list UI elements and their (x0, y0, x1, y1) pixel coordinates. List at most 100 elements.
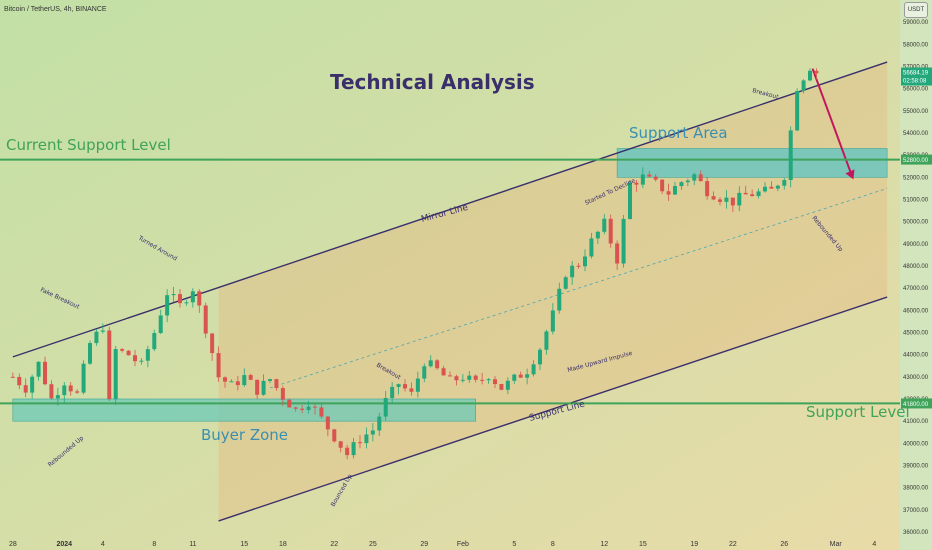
candle-body (351, 442, 356, 456)
candle-body (68, 385, 73, 392)
last-price-badge (901, 67, 932, 86)
candle-body (364, 434, 369, 444)
channel-midline (269, 188, 888, 389)
candle-body (634, 182, 639, 185)
price-axis-panel (900, 0, 932, 550)
x-tick-label: 12 (600, 541, 608, 548)
y-tick-label: 56000.00 (903, 87, 929, 93)
candle-body (216, 353, 221, 378)
candle-body (730, 197, 735, 206)
x-tick-label: 19 (690, 541, 698, 548)
y-tick-label: 48000.00 (903, 264, 929, 270)
candle-body (550, 310, 555, 332)
candle-body (325, 416, 330, 430)
candle-body (184, 302, 189, 304)
x-tick-label: 25 (369, 541, 377, 548)
candle-body (62, 385, 67, 396)
candle-body (808, 70, 812, 81)
candle-body (319, 407, 324, 417)
y-tick-label: 41000.00 (903, 419, 929, 425)
y-tick-label: 45000.00 (903, 331, 929, 337)
candle-body (370, 430, 375, 435)
candle-body (23, 385, 28, 393)
candle-body (448, 375, 452, 377)
symbol-title: Bitcoin / TetherUS, 4h, BINANCE (4, 6, 107, 13)
y-tick-label: 58000.00 (903, 42, 929, 48)
candle-body (647, 174, 652, 177)
x-tick-label: 8 (551, 541, 555, 548)
candle-body (576, 265, 581, 267)
candle-body (313, 406, 317, 408)
candle-body (718, 199, 722, 202)
candle-body (621, 218, 626, 264)
x-tick-label: 26 (780, 541, 788, 548)
candle-body (493, 379, 497, 385)
candle-body (126, 350, 131, 356)
level-price-label: 41800.00 (903, 402, 929, 408)
x-tick-label: 18 (279, 541, 287, 548)
candle-body (409, 388, 414, 392)
candle-body (602, 218, 607, 232)
candle-body (139, 360, 144, 362)
currency-selector[interactable]: USDT (904, 2, 928, 18)
candle-body (390, 386, 395, 399)
countdown-label: 02:58:08 (903, 79, 927, 85)
support-area-rect (616, 148, 888, 178)
last-price-label: 56684.19 (903, 71, 929, 77)
y-tick-label: 47000.00 (903, 286, 929, 292)
candle-body (486, 379, 491, 381)
candle-body (422, 366, 427, 379)
candle-body (55, 395, 60, 399)
candle-body (653, 176, 658, 180)
x-tick-label: 2024 (56, 541, 72, 548)
candle-body (338, 441, 343, 448)
candle-body (531, 364, 536, 375)
y-tick-label: 40000.00 (903, 441, 929, 447)
candle-body (255, 379, 260, 395)
candle-body (203, 305, 208, 334)
candle-body (640, 174, 645, 185)
candle-body (608, 218, 613, 244)
candle-body (197, 291, 202, 306)
current-support-level-badge (901, 154, 932, 165)
candle-body (120, 349, 125, 351)
chart-title: Technical Analysis (330, 70, 535, 94)
candle-body (235, 381, 240, 386)
candle-body (171, 294, 176, 296)
candle-body (737, 192, 742, 206)
y-tick-label: 51000.00 (903, 198, 929, 204)
candle-body (88, 343, 92, 364)
candle-body (685, 180, 690, 183)
y-tick-label: 43000.00 (903, 375, 929, 381)
candle-body (274, 379, 279, 389)
candle-body (589, 238, 594, 257)
candle-body (692, 174, 697, 181)
level-price-label: 52800.00 (903, 158, 929, 164)
candle-body (165, 295, 170, 316)
candle-body (782, 180, 787, 186)
candle-body (814, 70, 819, 74)
candle-body (628, 182, 632, 219)
candle-body (705, 181, 710, 197)
candle-body (525, 374, 530, 378)
support-area-label: Support Area (629, 124, 728, 142)
candle-body (306, 406, 311, 410)
y-tick-label: 46000.00 (903, 308, 929, 314)
y-tick-label: 49000.00 (903, 242, 929, 248)
x-tick-label: 15 (639, 541, 647, 548)
candle-body (293, 407, 298, 409)
candle-body (679, 182, 684, 187)
candle-body (557, 288, 562, 311)
candle-body (133, 355, 137, 362)
candle-body (152, 333, 157, 350)
candle-body (43, 361, 47, 385)
candle-body (563, 277, 568, 289)
candle-body (595, 231, 600, 239)
candle-body (261, 380, 266, 395)
candle-body (81, 363, 86, 393)
candle-body (345, 447, 350, 456)
candle-body (178, 294, 182, 304)
candle-body (332, 429, 337, 442)
